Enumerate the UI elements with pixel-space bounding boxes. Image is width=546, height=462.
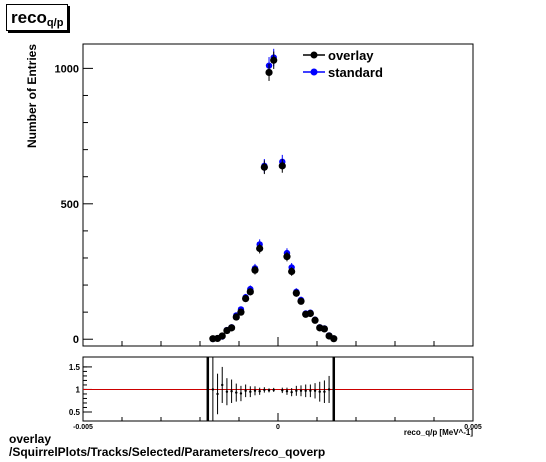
- ratio-point: [239, 392, 243, 395]
- overlay-point: [218, 332, 226, 340]
- ratio-point: [235, 391, 238, 394]
- ratio-y-tick-label: 0.5: [69, 408, 81, 417]
- ratio-point: [295, 389, 298, 393]
- ratio-point: [230, 390, 233, 393]
- y-tick-label: 0: [73, 334, 79, 346]
- ratio-y-tick-label: 1: [76, 385, 81, 394]
- ratio-point: [272, 388, 275, 392]
- overlay-point: [232, 313, 240, 321]
- y-tick-label: 500: [61, 199, 79, 211]
- ratio-y-tick-label: 1.5: [69, 363, 81, 372]
- ratio-point: [211, 388, 215, 391]
- ratio-point: [327, 388, 331, 391]
- ratio-x-axis-label: reco_q/p [MeV^-1]: [404, 428, 473, 437]
- footer-line-2: /SquirrelPlots/Tracks/Selected/Parameter…: [9, 445, 326, 459]
- ratio-x-tick-label: 0.005: [464, 424, 482, 431]
- legend-label-standard: standard: [328, 65, 383, 80]
- ratio-x-tick-label: -0.005: [73, 424, 93, 431]
- ratio-point: [309, 389, 312, 393]
- overlay-point: [283, 253, 291, 261]
- ratio-point: [285, 390, 289, 393]
- legend-label-overlay: overlay: [328, 48, 374, 63]
- overlay-point: [260, 163, 268, 171]
- overlay-point: [297, 297, 305, 305]
- ratio-point: [299, 389, 303, 393]
- overlay-point: [237, 308, 245, 316]
- ratio-point: [244, 389, 247, 393]
- ratio-point: [332, 388, 335, 391]
- main-frame: [82, 43, 474, 347]
- ratio-point: [249, 390, 252, 393]
- ratio-point: [313, 389, 317, 393]
- overlay-point: [256, 244, 264, 253]
- ratio-point: [216, 392, 219, 396]
- ratio-point: [225, 390, 229, 393]
- ratio-point: [318, 390, 321, 393]
- overlay-point: [311, 316, 319, 324]
- ratio-point: [221, 383, 224, 387]
- histogram-title: recoq/p: [6, 4, 69, 31]
- overlay-point: [330, 335, 338, 343]
- ratio-point: [253, 389, 257, 393]
- overlay-point: [306, 309, 314, 318]
- overlay-point: [288, 267, 296, 276]
- overlay-point: [292, 289, 300, 297]
- ratio-point: [258, 390, 261, 393]
- overlay-point: [278, 162, 286, 170]
- title-main: reco: [11, 8, 47, 27]
- overlay-point: [265, 68, 273, 77]
- legend-marker-standard: [310, 68, 318, 76]
- overlay-point: [242, 295, 250, 303]
- ratio-point: [281, 389, 284, 392]
- footer-line-1: overlay: [9, 432, 52, 446]
- ratio-point: [206, 388, 209, 391]
- ratio-point: [323, 390, 326, 393]
- ratio-point: [267, 389, 271, 392]
- ratio-point: [304, 389, 307, 393]
- ratio-point: [290, 390, 293, 394]
- legend-marker-overlay: [310, 51, 318, 59]
- title-subscript: q/p: [46, 17, 64, 29]
- overlay-point: [251, 266, 259, 274]
- overlay-point: [320, 325, 329, 333]
- overlay-point: [270, 56, 278, 64]
- footer-caption: overlay /SquirrelPlots/Tracks/Selected/P…: [9, 433, 325, 459]
- overlay-point: [246, 288, 254, 296]
- ratio-x-tick-label: 0: [276, 424, 280, 431]
- y-axis-label: Number of Entries: [25, 44, 39, 148]
- overlay-point: [227, 324, 236, 332]
- ratio-point: [263, 388, 266, 392]
- y-tick-label: 1000: [55, 63, 79, 75]
